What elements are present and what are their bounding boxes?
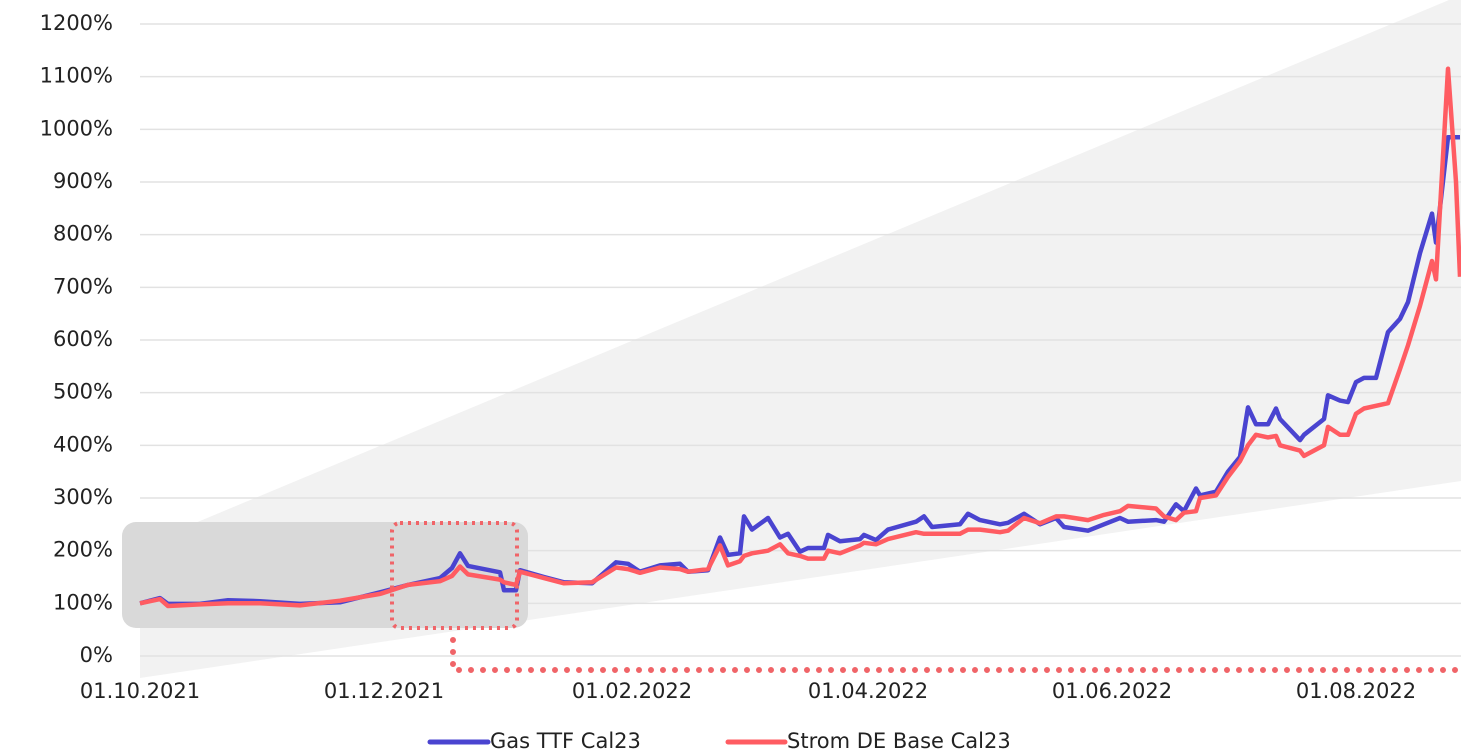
x-tick-label: 01.10.2021 [80,679,200,703]
y-tick-label: 1100% [40,64,113,88]
x-tick-label: 01.06.2022 [1052,679,1172,703]
forecast-wedge [140,0,1461,678]
lines [139,66,1461,609]
y-tick-label: 700% [53,274,113,298]
legend-label: Strom DE Base Cal23 [787,729,1011,753]
series-line [139,134,1460,607]
y-tick-label: 1200% [40,11,113,35]
y-tick-label: 1000% [40,116,113,140]
legend-label: Gas TTF Cal23 [490,729,641,753]
x-tick-label: 01.04.2022 [808,679,928,703]
series-line [139,66,1461,609]
x-tick-label: 01.12.2021 [324,679,444,703]
y-tick-label: 500% [53,380,113,404]
connector [450,637,1461,673]
x-tick-label: 01.08.2022 [1296,679,1416,703]
grid [140,23,1461,657]
y-tick-label: 800% [53,222,113,246]
y-tick-label: 0% [80,643,113,667]
y-tick-label: 600% [53,327,113,351]
y-tick-label: 300% [53,485,113,509]
x-tick-label: 01.02.2022 [572,679,692,703]
y-tick-label: 100% [53,590,113,614]
labels: 0% 100% 200% 300% 400% 500% 600% 700% 800% 900% 10… [40,11,1417,753]
y-tick-label: 400% [53,432,113,456]
y-tick-label: 900% [53,169,113,193]
y-tick-label: 200% [53,538,113,562]
